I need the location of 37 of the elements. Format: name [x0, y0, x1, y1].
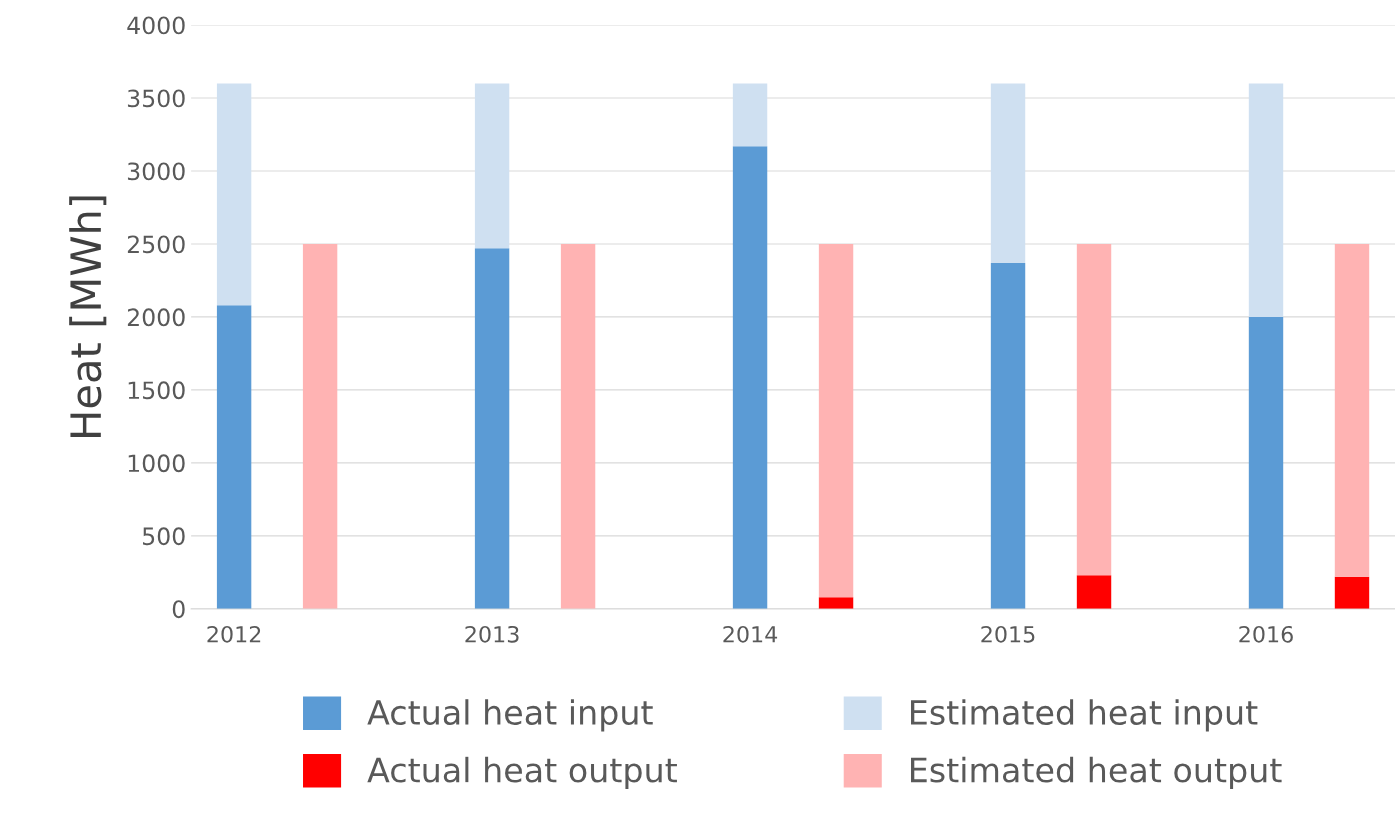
x-tick-label: 2012	[207, 625, 261, 643]
bar	[1076, 243, 1112, 576]
bar	[732, 146, 768, 609]
bar	[1248, 316, 1284, 609]
legend-label: Estimated heat output	[911, 756, 1282, 790]
bar	[560, 243, 596, 609]
x-tick-label: 2013	[465, 625, 519, 643]
legend-label: Actual heat output	[367, 756, 677, 790]
bar	[1334, 243, 1370, 577]
y-tick-label: 1500	[128, 381, 185, 400]
bar	[818, 243, 854, 598]
y-tick-label: 2000	[127, 308, 185, 327]
y-tick-label: 0	[172, 600, 185, 619]
y-axis-title: Heat [MWh]	[69, 196, 107, 437]
bar	[216, 83, 252, 306]
bar	[1248, 83, 1284, 317]
legend-label: Estimated heat input	[911, 699, 1258, 732]
y-tick-label: 4000	[127, 16, 185, 35]
y-tick-label: 2500	[127, 235, 185, 254]
bar	[732, 83, 768, 147]
y-tick-label: 500	[143, 527, 185, 546]
x-tick-label: 2015	[981, 625, 1035, 643]
x-tick-label: 2016	[1239, 625, 1293, 643]
bar	[1334, 576, 1370, 609]
legend-label: Actual heat input	[367, 699, 653, 732]
y-tick-label: 3000	[127, 162, 185, 181]
bar	[216, 305, 252, 609]
bar	[818, 597, 854, 609]
y-tick-label: 1000	[128, 454, 185, 473]
bar	[474, 248, 510, 609]
bar	[474, 83, 510, 249]
bar	[1076, 575, 1112, 609]
bar	[302, 243, 338, 609]
x-tick-label: 2014	[723, 625, 778, 643]
y-tick-label: 3500	[127, 89, 185, 108]
bar	[990, 83, 1026, 263]
bar	[990, 262, 1026, 609]
